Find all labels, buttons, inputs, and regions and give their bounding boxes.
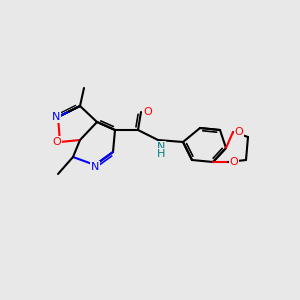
Text: N: N: [91, 162, 99, 172]
Text: O: O: [52, 137, 62, 147]
Text: N: N: [52, 112, 60, 122]
Text: O: O: [235, 127, 243, 137]
Text: O: O: [144, 107, 152, 117]
Text: H: H: [157, 149, 165, 159]
Text: O: O: [230, 157, 238, 167]
Text: N: N: [157, 142, 165, 152]
